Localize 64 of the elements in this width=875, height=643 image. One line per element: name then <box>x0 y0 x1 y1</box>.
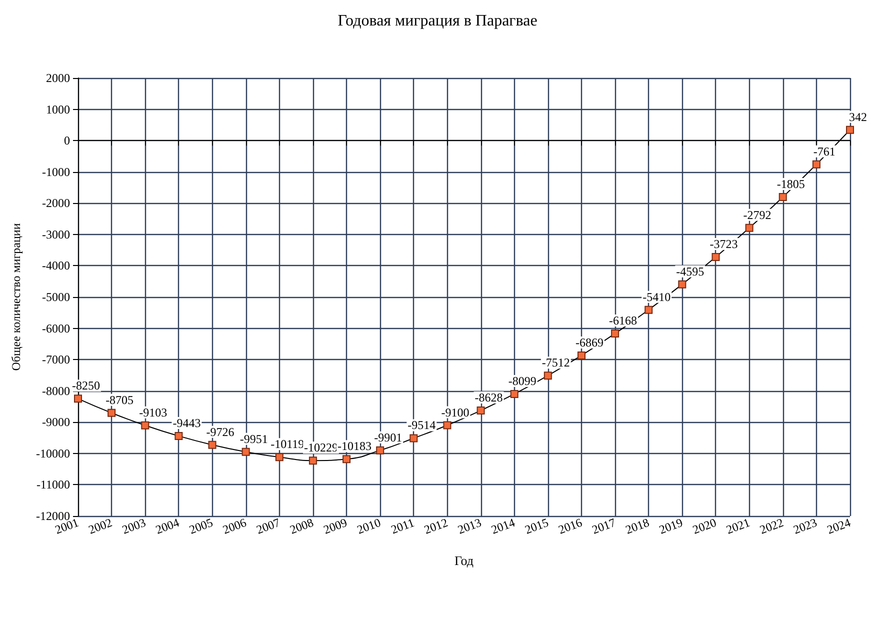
data-label: -1805 <box>776 177 805 192</box>
data-label: -3723 <box>710 237 738 252</box>
x-tick-label: 2017 <box>590 515 618 537</box>
data-label: -7512 <box>542 356 570 370</box>
x-tick-label: 2023 <box>791 515 819 537</box>
data-label: -9726 <box>206 424 234 439</box>
y-tick-label: -8000 <box>42 384 70 398</box>
y-tick-label: -4000 <box>42 258 70 273</box>
y-tick-label: -2000 <box>42 196 70 210</box>
y-tick-label: 1000 <box>46 102 70 116</box>
x-axis-title: Год <box>454 553 474 568</box>
x-tick-label: 2011 <box>389 515 416 537</box>
x-tick-label: 2019 <box>657 515 685 537</box>
data-label: -8099 <box>508 374 536 388</box>
y-tick-label: -3000 <box>42 227 70 242</box>
chart-title: Годовая миграция в Парагвае <box>338 12 538 30</box>
x-tick-label: 2009 <box>322 515 349 537</box>
x-tick-label: 2015 <box>522 515 550 537</box>
y-tick-label: 0 <box>64 134 70 148</box>
data-label: -10119 <box>270 437 304 452</box>
x-tick-label: 2006 <box>220 515 248 537</box>
y-tick-label: -7000 <box>42 352 70 367</box>
y-tick-label: -10000 <box>36 446 70 460</box>
x-tick-label: 2007 <box>254 515 282 537</box>
data-label: -8250 <box>72 378 100 393</box>
data-label: -5410 <box>642 290 671 304</box>
data-label: -10229 <box>304 440 338 455</box>
x-tick-label: 2021 <box>724 515 752 537</box>
data-label: -10183 <box>338 439 372 454</box>
y-tick-label: -6000 <box>42 321 70 336</box>
y-tick-label: -11000 <box>36 478 70 492</box>
data-label: -4595 <box>676 264 704 278</box>
x-tick-label: 2005 <box>187 515 215 537</box>
x-tick-label: 2016 <box>556 515 584 537</box>
data-label: -9443 <box>172 416 201 430</box>
data-label: -9103 <box>139 405 168 420</box>
x-tick-label: 2008 <box>288 515 316 537</box>
x-tick-label: 2004 <box>154 515 182 537</box>
y-tick-label: 2000 <box>46 71 70 85</box>
x-tick-label: 2013 <box>456 515 484 537</box>
data-label: -9951 <box>240 432 268 446</box>
y-tick-label: -5000 <box>42 290 70 304</box>
data-label: -9901 <box>374 430 402 444</box>
y-axis-title: Общее количество миграции <box>9 222 23 371</box>
data-label: -6869 <box>575 335 604 350</box>
data-label: -6168 <box>609 314 638 328</box>
data-label: -2792 <box>743 208 772 222</box>
x-tick-label: 2022 <box>758 515 786 537</box>
x-tick-label: 2002 <box>86 515 114 537</box>
x-tick-label: 2020 <box>690 515 718 537</box>
x-tick-label: 2024 <box>825 515 852 537</box>
data-label: 342 <box>849 110 867 124</box>
x-tick-label: 2003 <box>120 515 148 537</box>
y-tick-label: -1000 <box>42 164 70 179</box>
x-tick-label: 2018 <box>624 515 651 537</box>
data-label: -9514 <box>408 418 436 432</box>
data-label: -8628 <box>474 390 503 405</box>
x-tick-label: 2010 <box>355 515 382 537</box>
x-tick-label: 2014 <box>489 515 517 537</box>
y-tick-label: -9000 <box>42 415 70 430</box>
data-label: -761 <box>813 144 836 158</box>
data-label: -9100 <box>441 405 470 420</box>
data-label: -8705 <box>106 392 134 407</box>
x-tick-label: 2012 <box>422 515 450 537</box>
